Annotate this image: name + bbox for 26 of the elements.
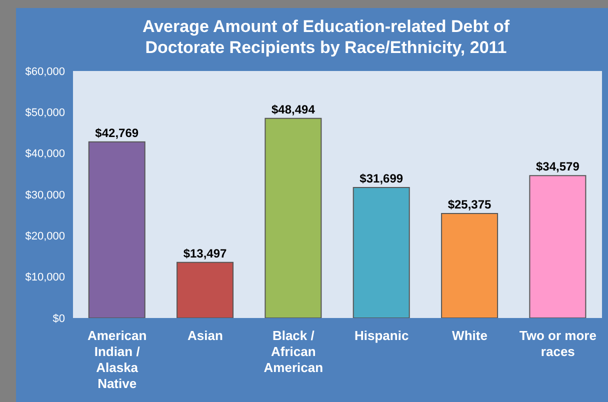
data-label: $13,497 [183, 246, 228, 260]
bar [264, 118, 322, 318]
bar [529, 175, 586, 318]
data-label: $25,375 [448, 198, 492, 212]
data-label: $31,699 [360, 172, 404, 186]
data-label: $42,769 [95, 126, 139, 140]
x-tick-label: White [452, 328, 488, 343]
bar [352, 187, 410, 318]
bar [441, 213, 498, 318]
x-tick-label: American Indian / Alaska Native [87, 328, 147, 391]
y-tick-label: $10,000 [25, 272, 65, 284]
y-tick-label: $20,000 [25, 230, 65, 243]
x-tick-label: Asian [188, 328, 224, 343]
bar [176, 262, 234, 318]
y-tick-label: $30,000 [25, 189, 65, 202]
x-tick-label: Hispanic [354, 328, 409, 343]
y-tick-label: $40,000 [25, 148, 65, 160]
data-label: $48,494 [272, 102, 316, 116]
y-tick-label: $50,000 [25, 107, 65, 120]
bar [88, 141, 146, 318]
y-tick-label: $60,000 [25, 66, 65, 78]
data-label: $34,579 [536, 160, 580, 174]
chart-title: Average Amount of Education-related Debt of Doctorate Recipients by Race/Ethnicity, 2011 [141, 16, 511, 58]
x-tick-label: Two or more races [519, 328, 596, 359]
x-tick-label: Black / African American [264, 328, 324, 375]
y-tick-label: $0 [52, 312, 65, 325]
